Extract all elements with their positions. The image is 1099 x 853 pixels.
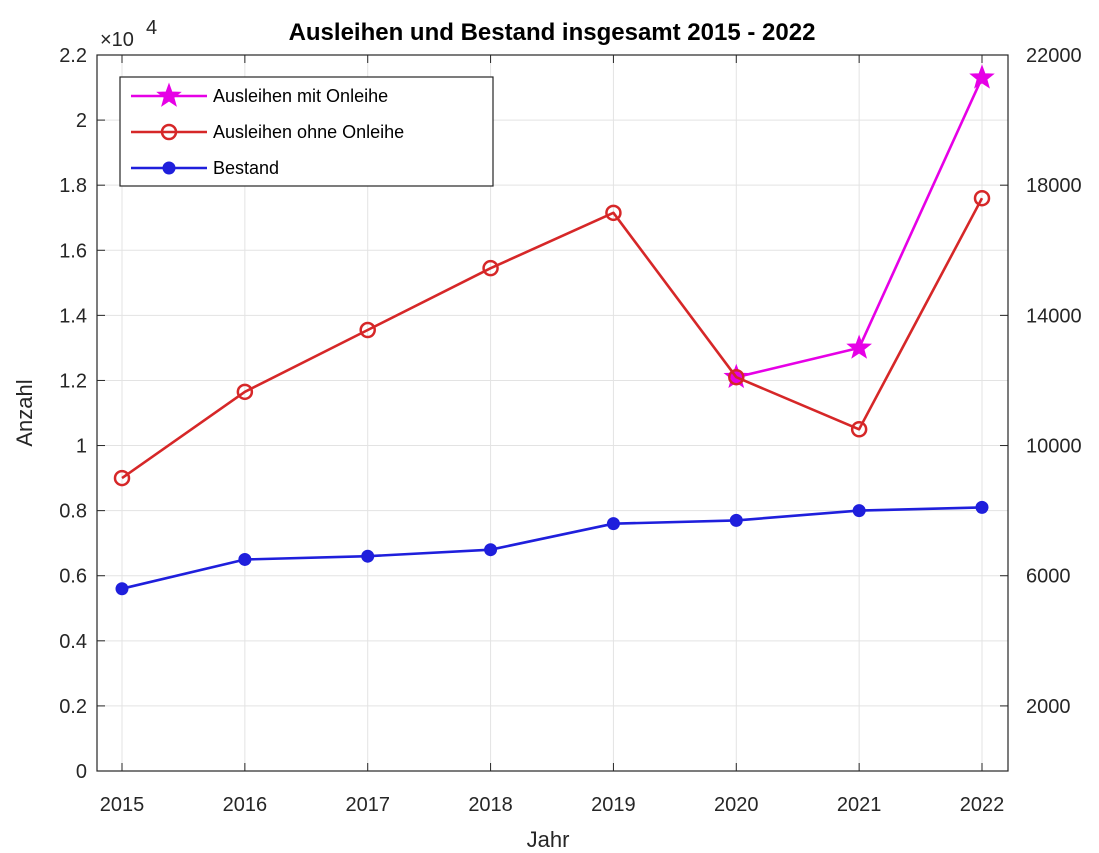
y-tick-label: 1: [76, 436, 87, 458]
y-tick-label: 1.2: [59, 370, 87, 392]
data-point-ausleihen-ohne-onleihe: [359, 321, 376, 339]
legend-label-ausleihen-mit-onleihe: Ausleihen mit Onleihe: [213, 86, 388, 106]
data-point-bestand: [852, 504, 866, 518]
data-point-bestand: [115, 582, 129, 596]
data-point-bestand: [238, 552, 252, 566]
x-tick-label: 2022: [960, 794, 1005, 816]
y-tick-label: 0: [76, 761, 87, 783]
data-point-bestand: [361, 549, 375, 563]
y-axis-label: Anzahl: [12, 379, 37, 446]
legend-label-bestand: Bestand: [213, 158, 279, 178]
legend-marker-ausleihen-ohne-onleihe: [160, 123, 178, 141]
x-tick-label: 2020: [714, 794, 759, 816]
y-tick-label: 1.4: [59, 305, 87, 327]
data-point-ausleihen-ohne-onleihe: [113, 469, 131, 487]
y2-tick-label: 2000: [1026, 696, 1071, 718]
y-tick-label: 1.6: [59, 240, 87, 262]
data-point-ausleihen-mit-onleihe: [969, 64, 995, 89]
y-exponent-power: 4: [146, 17, 157, 39]
series-layer: [113, 64, 995, 596]
data-point-ausleihen-ohne-onleihe: [236, 383, 254, 401]
ticks: 2015 2016 2017 2018 2019 2020 2021 2022 0 0.2 0.4 0…: [59, 45, 1081, 816]
y2-tick-label: 18000: [1026, 175, 1082, 197]
data-point-bestand: [975, 500, 989, 514]
x-tick-label: 2017: [345, 794, 390, 816]
y-tick-label: 0.6: [59, 566, 87, 588]
y-tick-label: 2: [76, 110, 87, 132]
legend-marker-bestand: [162, 161, 176, 175]
y-tick-label: 1.8: [59, 175, 87, 197]
series-line-ausleihen-ohne-onleihe: [121, 197, 984, 480]
data-point-ausleihen-ohne-onleihe: [728, 368, 745, 386]
data-point-ausleihen-ohne-onleihe: [850, 421, 868, 438]
legend-marker-ausleihen-mit-onleihe: [156, 82, 182, 107]
y-tick-label: 0.8: [59, 501, 87, 523]
data-point-bestand: [729, 513, 743, 527]
data-point-ausleihen-ohne-onleihe: [482, 259, 499, 277]
x-tick-label: 2019: [591, 794, 636, 816]
data-point-ausleihen-mit-onleihe: [846, 334, 872, 359]
x-tick-label: 2015: [100, 794, 145, 816]
legend-label-ausleihen-ohne-onleihe: Ausleihen ohne Onleihe: [213, 122, 404, 142]
x-tick-label: 2021: [837, 794, 882, 816]
x-axis-label: Jahr: [527, 827, 570, 852]
y-tick-label: 2.2: [59, 45, 87, 67]
plot-frame: [96, 54, 1009, 772]
data-point-bestand: [606, 517, 620, 531]
chart-title: Ausleihen und Bestand insgesamt 2015 - 2…: [289, 19, 816, 46]
y-tick-label: 0.4: [59, 631, 87, 653]
data-point-ausleihen-ohne-onleihe: [605, 204, 622, 222]
x-tick-label: 2016: [223, 794, 268, 816]
x-tick-label: 2018: [468, 794, 513, 816]
data-point-ausleihen-ohne-onleihe: [973, 189, 991, 207]
y2-tick-label: 6000: [1026, 566, 1071, 588]
legend: Ausleihen mit Onleihe Ausleihen ohne Onle…: [119, 76, 494, 187]
y-tick-label: 0.2: [59, 696, 87, 718]
y2-tick-label: 22000: [1026, 45, 1082, 67]
y2-tick-label: 14000: [1026, 305, 1082, 327]
y-exponent-base: ×10: [100, 29, 134, 51]
data-point-bestand: [484, 543, 498, 557]
series-line-bestand: [121, 506, 983, 590]
y2-tick-label: 10000: [1026, 436, 1082, 458]
